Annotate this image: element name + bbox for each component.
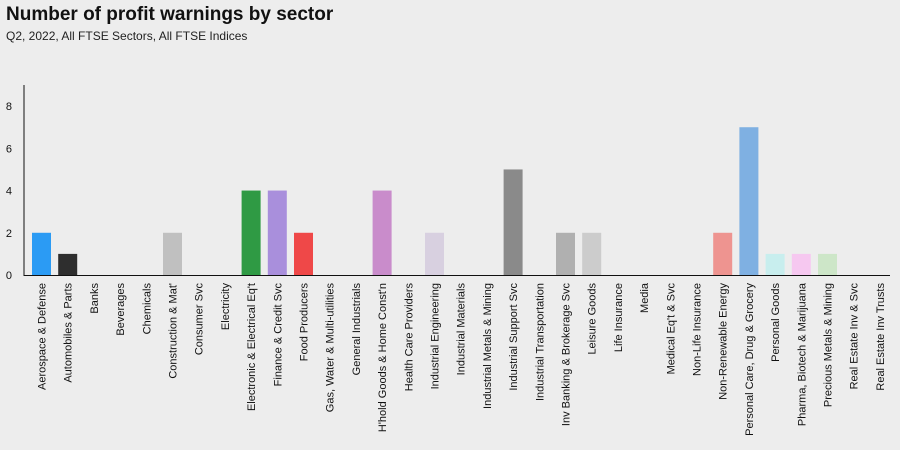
x-tick-label: Gas, Water & Multi-utilities — [325, 283, 337, 413]
x-tick-label: H'hold Goods & Home Const'n — [377, 283, 389, 432]
bar — [503, 169, 523, 275]
x-tick-label: Non-Renewable Energy — [718, 283, 730, 400]
x-tick-label: Beverages — [115, 283, 127, 336]
bar — [765, 253, 785, 275]
x-tick-label: Industrial Support Svc — [508, 283, 520, 391]
bar — [58, 253, 78, 275]
x-tick-label: Precious Metals & Mining — [823, 283, 835, 407]
x-tick-label: Consumer Svc — [194, 283, 206, 356]
y-tick-label: 8 — [6, 101, 12, 113]
y-tick-label: 6 — [6, 143, 12, 155]
bar — [241, 190, 261, 275]
x-tick-label: Aerospace & Defense — [37, 283, 49, 390]
x-tick-label: Industrial Engineering — [430, 283, 442, 389]
bar — [372, 190, 392, 275]
bar — [582, 232, 602, 275]
x-tick-label: Pharma, Biotech & Marijuana — [796, 282, 808, 426]
bar — [163, 232, 182, 275]
y-tick-label: 4 — [6, 186, 12, 198]
x-tick-label: Real Estate Inv Trusts — [875, 283, 887, 391]
x-tick-label: Finance & Credit Svc — [272, 283, 284, 387]
x-tick-label: Medical Eq't & Svc — [665, 283, 677, 375]
bar — [267, 190, 287, 275]
chart-title: Number of profit warnings by sector — [6, 4, 334, 25]
x-tick-label: Personal Goods — [770, 283, 782, 362]
bar — [32, 232, 51, 275]
x-tick-label: Industrial Metals & Mining — [482, 283, 494, 409]
x-tick-label: Non-Life Insurance — [692, 283, 704, 376]
x-tick-label: Media — [639, 282, 651, 313]
bar — [425, 232, 444, 275]
x-tick-label: Construction & Mat' — [168, 283, 180, 379]
x-tick-label: Electronic & Electrical Eq't — [246, 283, 258, 411]
y-tick-label: 2 — [6, 228, 12, 240]
x-tick-label: Industrial Transportation — [534, 283, 546, 401]
chart-subtitle: Q2, 2022, All FTSE Sectors, All FTSE Ind… — [6, 29, 248, 43]
x-tick-label: General Industrials — [351, 283, 363, 376]
x-tick-label: Leisure Goods — [587, 283, 599, 355]
x-tick-label: Life Insurance — [613, 283, 625, 352]
bar — [739, 127, 759, 275]
bar — [791, 253, 811, 275]
x-tick-label: Electricity — [220, 283, 232, 331]
x-tick-label: Banks — [89, 283, 101, 314]
x-tick-label: Health Care Providers — [403, 283, 415, 392]
x-tick-label: Food Producers — [299, 283, 311, 362]
y-tick-label: 0 — [6, 270, 12, 282]
bar — [713, 232, 733, 275]
x-tick-label: Industrial Materials — [456, 283, 468, 376]
bar — [556, 232, 575, 275]
x-tick-label: Automobiles & Parts — [63, 283, 75, 383]
bar — [818, 253, 837, 275]
x-tick-label: Chemicals — [141, 283, 153, 335]
x-tick-label: Real Estate Inv & Svc — [849, 283, 861, 390]
x-tick-label: Personal Care, Drug & Grocery — [744, 283, 756, 436]
x-tick-label: Inv Banking & Brokerage Svc — [561, 283, 573, 427]
bar — [294, 232, 313, 275]
